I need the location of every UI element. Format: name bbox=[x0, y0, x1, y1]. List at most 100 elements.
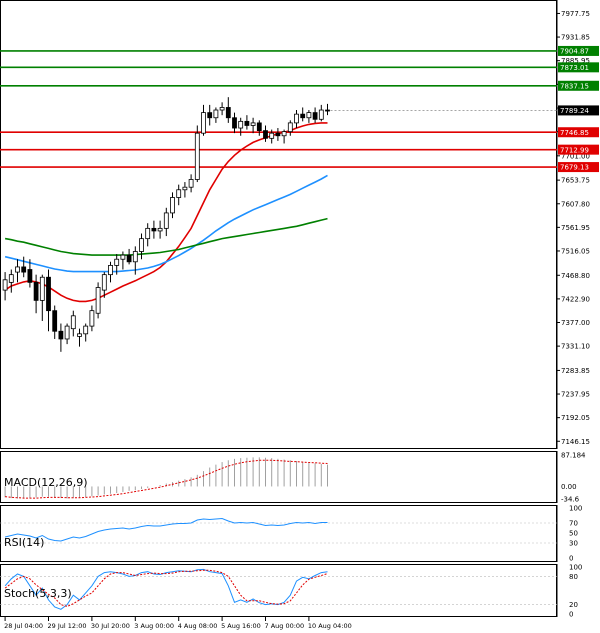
candle-body bbox=[83, 325, 89, 335]
support-level-label: 7712.99 bbox=[560, 146, 589, 154]
x-tick-label: 7 Aug 00:00 bbox=[265, 622, 305, 630]
candle-body bbox=[139, 238, 144, 252]
y-tick-label: 7377.00 bbox=[561, 319, 590, 327]
x-tick-label: 10 Aug 04:00 bbox=[308, 622, 352, 630]
current-price-label-box bbox=[558, 105, 599, 116]
candle-body bbox=[281, 131, 287, 137]
candle-body bbox=[263, 130, 268, 139]
candle-body bbox=[232, 117, 237, 129]
support-level-label: 7679.13 bbox=[560, 164, 589, 172]
candle-body bbox=[207, 112, 213, 119]
stoch-tick-label: 20 bbox=[569, 601, 578, 609]
candle-body bbox=[101, 274, 107, 291]
support-level-label: 7746.85 bbox=[560, 129, 589, 137]
candle-body bbox=[275, 132, 281, 137]
candle-body bbox=[194, 132, 200, 180]
candle-body bbox=[64, 325, 70, 340]
candle-body bbox=[300, 113, 306, 119]
candle-body bbox=[176, 189, 182, 198]
stoch-tick-label: 0 bbox=[569, 611, 573, 619]
candle-body bbox=[312, 112, 318, 120]
candle-body bbox=[157, 227, 163, 232]
candle-body bbox=[219, 107, 225, 111]
y-tick-label: 7885.95 bbox=[561, 57, 590, 65]
candle-body bbox=[126, 254, 132, 263]
candle-body bbox=[114, 258, 120, 266]
macd-tick-label: -34.6 bbox=[561, 496, 580, 504]
candle-body bbox=[8, 274, 14, 283]
candle-body bbox=[250, 122, 256, 126]
macd-tick-label: 0.00 bbox=[561, 483, 577, 491]
rsi-tick-label: 30 bbox=[569, 540, 578, 548]
candle-body bbox=[163, 212, 169, 229]
support-level-label-box bbox=[558, 162, 599, 173]
y-tick-label: 7977.75 bbox=[561, 10, 590, 18]
y-tick-label: 7653.75 bbox=[561, 177, 590, 185]
candle-body bbox=[170, 197, 175, 214]
stoch-tick-label: 100 bbox=[569, 564, 582, 572]
panel-frame bbox=[0, 451, 557, 503]
candle-body bbox=[52, 310, 58, 332]
candle-body bbox=[213, 109, 219, 119]
candle-body bbox=[108, 264, 113, 276]
y-tick-label: 7701.00 bbox=[561, 152, 590, 160]
candle-body bbox=[33, 281, 39, 301]
y-tick-label: 7561.95 bbox=[561, 224, 590, 232]
y-tick-label: 7331.10 bbox=[561, 343, 590, 351]
y-tick-label: 7516.05 bbox=[561, 247, 590, 255]
candle-body bbox=[188, 179, 194, 188]
current-price-label: 7789.24 bbox=[560, 107, 589, 115]
macd-indicator-label: MACD(12,26,9) bbox=[4, 476, 88, 489]
candle-body bbox=[58, 330, 64, 340]
candle-body bbox=[77, 333, 82, 337]
macd-signal-line bbox=[5, 459, 328, 499]
candle-body bbox=[244, 120, 250, 126]
rsi-indicator-label: RSI(14) bbox=[4, 536, 44, 549]
candle-body bbox=[70, 315, 76, 330]
candle-body bbox=[89, 310, 95, 327]
support-level-label-box bbox=[558, 127, 599, 138]
candle-body bbox=[225, 107, 231, 119]
x-tick-label: 4 Aug 08:00 bbox=[178, 622, 218, 630]
support-level-label-box bbox=[558, 144, 599, 155]
rsi-panel: 100 70 50 30 0 RSI(14) bbox=[0, 505, 582, 563]
y-tick-label: 7607.80 bbox=[561, 200, 590, 208]
x-tick-label: 29 Jul 12:00 bbox=[48, 622, 87, 630]
candle-body bbox=[256, 122, 262, 132]
candle-body bbox=[238, 120, 244, 129]
candle-body bbox=[269, 132, 275, 139]
candle-body bbox=[21, 266, 27, 273]
candle-body bbox=[325, 109, 330, 112]
candle-body bbox=[120, 254, 126, 260]
candle-body bbox=[2, 279, 8, 291]
moving-average-line bbox=[4, 217, 328, 256]
candle-body bbox=[95, 287, 101, 314]
x-tick-label: 28 Jul 04:00 bbox=[4, 622, 43, 630]
x-tick-label: 30 Jul 20:00 bbox=[91, 622, 130, 630]
x-tick-label: 3 Aug 00:00 bbox=[134, 622, 174, 630]
macd-tick-label: 87.184 bbox=[561, 451, 586, 459]
y-tick-label: 7237.95 bbox=[561, 391, 590, 399]
y-tick-label: 7283.85 bbox=[561, 367, 590, 375]
stoch-indicator-label: Stoch(5,3,3) bbox=[4, 587, 72, 600]
resistance-level-label: 7873.01 bbox=[560, 64, 589, 72]
time-axis: 28 Jul 04:00 29 Jul 12:00 30 Jul 20:00 3 Au… bbox=[4, 617, 352, 630]
resistance-level-label-box bbox=[558, 45, 599, 56]
candle-body bbox=[294, 113, 299, 124]
y-tick-label: 7422.90 bbox=[561, 295, 590, 303]
rsi-tick-label: 0 bbox=[569, 555, 573, 563]
candle-body bbox=[151, 227, 157, 232]
stoch-tick-label: 80 bbox=[569, 573, 578, 581]
y-tick-label: 7146.15 bbox=[561, 438, 590, 446]
resistance-level-label: 7837.15 bbox=[560, 82, 589, 90]
candle-body bbox=[27, 269, 33, 283]
rsi-tick-label: 50 bbox=[569, 530, 578, 538]
candle-body bbox=[287, 122, 293, 133]
y-tick-label: 7468.80 bbox=[561, 272, 590, 280]
candle-body bbox=[39, 276, 45, 301]
rsi-line bbox=[4, 517, 328, 542]
rsi-tick-label: 70 bbox=[569, 520, 578, 528]
price-panel: 7977.757931.857885.957839.97793.97747.97… bbox=[0, 0, 599, 449]
candle-body bbox=[318, 109, 324, 120]
